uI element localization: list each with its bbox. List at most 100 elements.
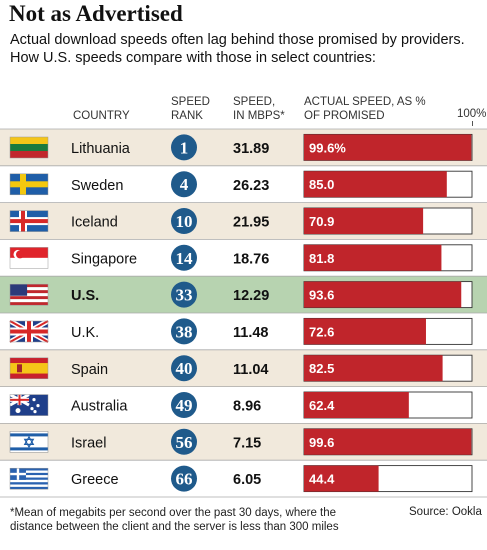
- flag-stripe: [10, 447, 48, 451]
- country-label: Spain: [71, 362, 108, 378]
- bar-value-label: 99.6%: [309, 140, 346, 155]
- footnote: *Mean of megabits per second over the pa…: [10, 506, 339, 534]
- flag-star: [32, 398, 36, 402]
- rank-label: 4: [180, 175, 189, 194]
- flag-border: [9, 210, 49, 232]
- bar-value-label: 93.6: [309, 288, 334, 303]
- country-label: Greece: [71, 472, 119, 488]
- flag-stripe: [10, 363, 48, 374]
- bar: [304, 428, 472, 455]
- scale-max-label: 100%: [457, 108, 487, 120]
- flag-spain-icon: [9, 357, 49, 380]
- country-label: Singapore: [71, 251, 137, 267]
- table-row: U.S. 33 12.29 93.6: [0, 275, 487, 313]
- flag-border: [9, 136, 49, 159]
- rank-label: 56: [176, 433, 193, 452]
- flag-stripe: [10, 284, 48, 288]
- rank-badge: [171, 355, 197, 382]
- flag-sweden-icon: [9, 173, 49, 196]
- table-row: Australia 49 8.96 62.4: [0, 386, 487, 424]
- header-speed-line1: SPEED,: [233, 96, 276, 108]
- table-row: U.K. 38 11.48 72.6: [0, 312, 487, 350]
- flag-stripe: [10, 477, 48, 480]
- flag-stripe: [10, 290, 48, 294]
- country-label: Lithuania: [71, 141, 131, 157]
- country-label: Sweden: [71, 178, 123, 194]
- speed-label: 12.29: [233, 288, 269, 304]
- flag-iceland-icon: [9, 210, 49, 232]
- bar: [304, 244, 442, 271]
- rank-badge: [171, 392, 197, 418]
- table-row: Sweden 4 26.23 85.0: [0, 165, 487, 203]
- flag-stripe: [10, 472, 48, 476]
- table-row: Iceland 10 21.95 70.9: [0, 202, 487, 240]
- flag-lithuania-icon: [9, 136, 49, 159]
- subtitle-line-2: How U.S. speeds compare with those in se…: [10, 50, 376, 66]
- flag-stripe: [10, 433, 48, 437]
- flag-singapore-icon: [9, 247, 49, 269]
- flag-border: [9, 247, 49, 269]
- flag-greece-icon: [9, 467, 49, 490]
- speed-label: 8.96: [233, 399, 261, 415]
- rank-badge: [171, 318, 197, 345]
- footnote-line-2: distance between the client and the serv…: [10, 521, 339, 533]
- flag-stripe: [10, 484, 48, 487]
- flag-stripe: [10, 299, 48, 303]
- bar: [304, 171, 447, 198]
- country-label: Israel: [71, 435, 106, 451]
- flag-stripe: [10, 475, 48, 478]
- flag-stripe: [10, 296, 48, 300]
- flag-stripe: [10, 302, 48, 306]
- rank-label: 14: [176, 249, 194, 268]
- header-rank-line2: RANK: [171, 110, 203, 122]
- rank-label: 38: [176, 322, 193, 341]
- rank-label: 66: [176, 470, 193, 489]
- flag-stripe: [10, 287, 48, 291]
- flag-border: [9, 357, 49, 380]
- flag-star: [36, 404, 40, 408]
- source-note: Source: Ookla: [409, 506, 482, 518]
- rank-label: 33: [176, 286, 193, 305]
- speed-label: 26.23: [233, 178, 269, 194]
- bar: [304, 465, 379, 492]
- flag-star: [33, 410, 37, 414]
- speed-label: 18.76: [233, 251, 269, 267]
- flag-australia-icon: [9, 393, 49, 416]
- bar: [304, 318, 426, 345]
- bar-value-label: 82.5: [309, 361, 334, 376]
- flag-border: [9, 467, 49, 490]
- flag-usa-icon: [9, 283, 49, 306]
- header-actual-line1: ACTUAL SPEED, AS %: [304, 96, 426, 108]
- flag-stripe: [10, 151, 48, 158]
- flag-stripe: [10, 144, 48, 151]
- flag-uk-icon: [8, 318, 50, 345]
- country-label: U.K.: [71, 325, 99, 341]
- flag-cross: [10, 398, 29, 401]
- bar-value-label: 62.4: [309, 398, 335, 413]
- flag-cross: [10, 219, 48, 224]
- header-speed-line2: IN MBPS*: [233, 110, 285, 122]
- flag-stripe: [10, 257, 48, 269]
- rank-badge: [171, 244, 197, 271]
- flag-canton: [10, 284, 28, 296]
- country-label: Iceland: [71, 215, 118, 231]
- flag-emblem: [17, 364, 22, 373]
- country-label: Australia: [71, 399, 128, 415]
- rank-badge: [171, 171, 197, 198]
- flag-border: [9, 320, 49, 343]
- header-country: COUNTRY: [73, 110, 130, 122]
- subtitle-line-1: Actual download speeds often lag behind …: [10, 32, 465, 48]
- bar: [304, 281, 462, 308]
- speed-label: 11.48: [233, 325, 269, 341]
- speed-label: 6.05: [233, 472, 261, 488]
- flag-border: [9, 283, 49, 306]
- flag-border: [9, 431, 49, 453]
- flag-stripe: [10, 468, 48, 471]
- speed-label: 21.95: [233, 215, 269, 231]
- flag-stripe: [10, 479, 48, 483]
- flag-star: [30, 407, 34, 411]
- rank-label: 1: [180, 138, 189, 157]
- flag-cross: [10, 472, 26, 476]
